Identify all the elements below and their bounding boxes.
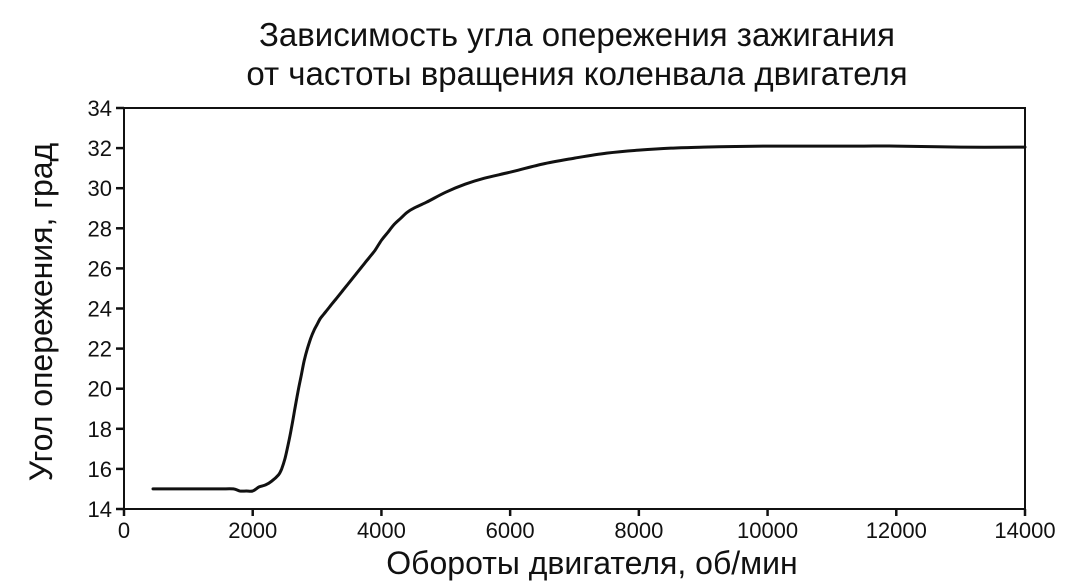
data-point — [573, 157, 576, 160]
x-tick-label: 12000 — [866, 518, 927, 543]
x-tick-label: 0 — [118, 518, 130, 543]
data-point — [393, 223, 396, 226]
x-tick-label: 10000 — [737, 518, 798, 543]
y-axis-ticks: 14 16 18 20 22 24 26 28 30 32 34 — [88, 96, 124, 522]
chart-title-line-2: от частоты вращения коленвала двигателя — [246, 55, 907, 92]
data-point — [322, 313, 325, 316]
data-point — [702, 146, 705, 149]
data-point — [959, 146, 962, 149]
data-point — [670, 147, 673, 150]
data-point — [863, 145, 866, 148]
y-tick-label: 34 — [88, 96, 112, 121]
data-point — [734, 145, 737, 148]
data-point — [287, 443, 290, 446]
x-axis-ticks: 0 2000 4000 6000 8000 10000 12000 14000 — [118, 509, 1056, 543]
y-axis-label: Угол опережения, град — [23, 142, 59, 481]
data-point — [354, 273, 357, 276]
data-point — [312, 329, 315, 332]
y-tick-label: 24 — [88, 297, 112, 322]
data-point — [258, 485, 261, 488]
data-point — [798, 145, 801, 148]
data-point — [319, 317, 322, 320]
y-tick-label: 18 — [88, 417, 112, 442]
data-point — [238, 489, 241, 492]
data-point — [509, 171, 512, 174]
data-point — [483, 177, 486, 180]
data-point — [303, 359, 306, 362]
series-line — [151, 144, 1027, 493]
data-point — [637, 149, 640, 152]
data-point — [306, 347, 309, 350]
x-tick-label: 4000 — [357, 518, 406, 543]
x-tick-label: 2000 — [228, 518, 277, 543]
data-point — [380, 239, 383, 242]
data-point — [367, 257, 370, 260]
y-tick-label: 32 — [88, 136, 112, 161]
x-tick-label: 14000 — [994, 518, 1055, 543]
data-point — [464, 183, 467, 186]
y-tick-label: 26 — [88, 256, 112, 281]
data-point — [309, 337, 312, 340]
data-point — [280, 467, 283, 470]
data-point — [316, 323, 319, 326]
data-point — [335, 297, 338, 300]
data-point — [251, 489, 254, 492]
data-point — [328, 305, 331, 308]
y-tick-label: 14 — [88, 497, 112, 522]
data-point — [605, 152, 608, 155]
x-axis-label: Обороты двигателя, об/мин — [386, 545, 797, 581]
data-point — [373, 249, 376, 252]
data-point — [425, 201, 428, 204]
data-point — [830, 145, 833, 148]
y-tick-label: 20 — [88, 377, 112, 402]
plot-frame — [123, 107, 1026, 510]
data-point — [348, 281, 351, 284]
data-point — [895, 145, 898, 148]
data-point — [271, 479, 274, 482]
data-point — [290, 427, 293, 430]
data-point — [406, 211, 409, 214]
data-point — [200, 487, 203, 490]
data-point — [174, 487, 177, 490]
x-tick-label: 8000 — [614, 518, 663, 543]
y-tick-label: 30 — [88, 176, 112, 201]
y-tick-label: 22 — [88, 337, 112, 362]
data-point — [219, 487, 222, 490]
data-point — [766, 145, 769, 148]
data-point — [232, 487, 235, 490]
data-point — [541, 163, 544, 166]
data-point — [151, 487, 154, 490]
data-point — [1024, 146, 1027, 149]
data-point — [341, 289, 344, 292]
data-point — [277, 473, 280, 476]
chart-title-line-1: Зависимость угла опережения зажигания — [259, 16, 895, 53]
series-points — [151, 145, 1026, 493]
data-point — [412, 207, 415, 210]
y-tick-label: 28 — [88, 216, 112, 241]
data-point — [399, 217, 402, 220]
y-tick-label: 16 — [88, 457, 112, 482]
data-point — [293, 409, 296, 412]
data-point — [264, 483, 267, 486]
x-tick-label: 6000 — [486, 518, 535, 543]
data-point — [245, 489, 248, 492]
data-point — [299, 375, 302, 378]
data-point — [361, 265, 364, 268]
data-point — [386, 231, 389, 234]
data-point — [296, 391, 299, 394]
data-point — [283, 457, 286, 460]
data-point — [444, 191, 447, 194]
